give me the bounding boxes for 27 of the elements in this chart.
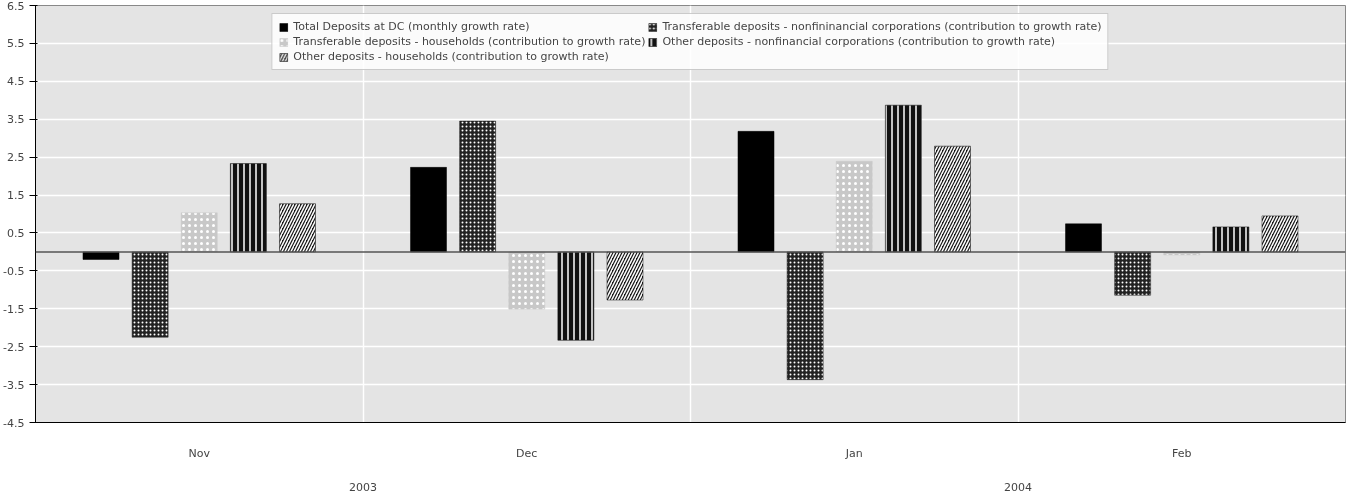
- y-tick-label: -0.5: [3, 264, 25, 278]
- y-tick-label: 5.5: [7, 37, 25, 51]
- y-tick-label: 2.5: [7, 151, 25, 165]
- x-tick-label: Feb: [1172, 446, 1192, 460]
- legend-label: Transferable deposits - nonfininancial corporations (contribution to growth rate): [662, 20, 1102, 33]
- y-tick-label: 4.5: [7, 75, 25, 89]
- bar: [1065, 223, 1102, 253]
- legend-label: Other deposits - nonfinancial corporations (contribution to growth rate): [662, 35, 1056, 48]
- y-tick-label: 3.5: [7, 113, 25, 127]
- bar: [410, 167, 447, 253]
- x-tick-label: Nov: [188, 446, 211, 460]
- y-tick-label: -4.5: [3, 416, 25, 430]
- legend-label: Transferable deposits - households (contribution to growth rate): [293, 35, 646, 48]
- y-tick-label: -3.5: [3, 378, 25, 392]
- bar: [82, 251, 120, 260]
- text: 2003: [349, 480, 377, 494]
- legend-label: Other deposits - households (contribution to growth rate): [293, 50, 609, 63]
- y-tick-label: -2.5: [3, 340, 25, 354]
- bar: [737, 131, 775, 253]
- legend-label: Total Deposits at DC (monthly growth rate): [293, 20, 530, 33]
- y-tick-label: 6.5: [7, 0, 25, 13]
- y-tick-label: -1.5: [3, 302, 25, 316]
- y-tick-label: 0.5: [7, 226, 25, 240]
- x-tick-label: Jan: [844, 446, 863, 460]
- text: 2004: [1004, 480, 1032, 494]
- y-tick-label: 1.5: [7, 189, 25, 203]
- x-tick-label: Dec: [516, 446, 538, 460]
